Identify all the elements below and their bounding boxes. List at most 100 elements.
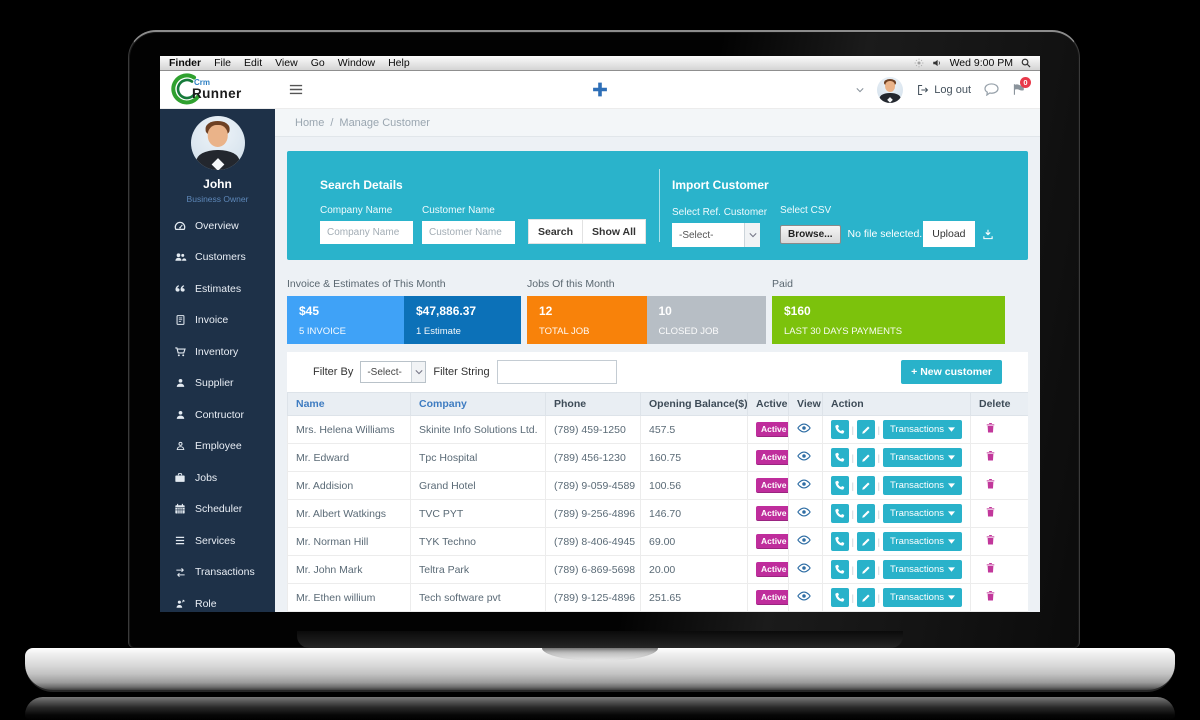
ref-customer-select[interactable]: -Select- (672, 223, 760, 247)
filter-string-input[interactable] (496, 360, 617, 384)
sidebar-item[interactable]: Employee (160, 431, 275, 463)
trash-icon[interactable] (985, 450, 996, 462)
transactions-button[interactable]: Transactions (882, 588, 962, 607)
cell-phone: (789) 9-059-4589 (545, 471, 641, 500)
menubar-item[interactable]: Finder (169, 57, 202, 69)
menubar-item[interactable]: Help (388, 57, 410, 69)
edit-button[interactable] (856, 560, 875, 579)
menubar-item[interactable]: File (214, 57, 232, 69)
sidebar-item[interactable]: Transactions (160, 557, 275, 589)
eye-icon[interactable] (797, 535, 811, 545)
role-icon (173, 598, 187, 610)
macos-menubar: Finder File Edit View Go Window Help Wed 9:00 … (160, 56, 1040, 71)
sidebar-item[interactable]: Inventory (160, 336, 275, 368)
notifications-flag-icon[interactable]: 0 (1012, 77, 1031, 96)
menubar-item[interactable]: Edit (244, 57, 263, 69)
menubar-item[interactable]: Go (310, 57, 325, 69)
ref-customer-label: Select Ref. Customer (672, 207, 768, 218)
transactions-button[interactable]: Transactions (882, 532, 962, 551)
cell-company: Skinite Info Solutions Ltd. (410, 415, 546, 444)
transactions-button[interactable]: Transactions (882, 504, 962, 523)
quick-add-icon[interactable] (592, 81, 609, 98)
company-name-input[interactable] (320, 221, 413, 244)
cell-balance: 160.75 (640, 443, 748, 472)
column-header[interactable]: Company (410, 392, 546, 416)
upload-button[interactable]: Upload (923, 221, 975, 247)
eye-icon[interactable] (797, 423, 811, 433)
trash-icon[interactable] (985, 562, 996, 574)
new-customer-button[interactable]: + New customer (901, 360, 1002, 384)
transactions-button[interactable]: Transactions (882, 476, 962, 495)
app-logo[interactable]: Crm Runner (160, 73, 275, 107)
call-button[interactable] (831, 504, 849, 523)
header-avatar[interactable] (877, 76, 904, 103)
sidebar-item[interactable]: Scheduler (160, 494, 275, 526)
filter-by-select[interactable]: -Select- (360, 361, 427, 383)
user-name: John (203, 177, 232, 191)
call-button[interactable] (831, 476, 849, 495)
show-all-button[interactable]: Show All (582, 219, 646, 244)
edit-button[interactable] (856, 588, 875, 607)
sidebar-item[interactable]: Contructor (160, 399, 275, 431)
transactions-button[interactable]: Transactions (882, 420, 962, 439)
no-file-text: No file selected. (847, 228, 923, 240)
eye-icon[interactable] (797, 479, 811, 489)
eye-icon[interactable] (797, 507, 811, 517)
cart-icon (173, 346, 187, 358)
table-row: Mr. Edward Tpc Hospital (789) 456-1230 1… (287, 443, 1028, 472)
column-header[interactable]: Opening Balance($) (640, 392, 748, 416)
quote-icon (173, 283, 187, 295)
trash-icon[interactable] (985, 590, 996, 602)
trash-icon[interactable] (985, 422, 996, 434)
sidebar-item[interactable]: Services (160, 525, 275, 557)
call-button[interactable] (831, 588, 849, 607)
edit-button[interactable] (856, 532, 875, 551)
column-header[interactable]: Action (822, 392, 971, 416)
spotlight-search-icon[interactable] (1021, 58, 1031, 68)
logout-button[interactable]: Log out (916, 84, 971, 96)
column-header[interactable]: Phone (545, 392, 641, 416)
trash-icon[interactable] (985, 478, 996, 490)
sidebar-item[interactable]: Role (160, 588, 275, 612)
eye-icon[interactable] (797, 563, 811, 573)
column-header[interactable]: Delete (970, 392, 1028, 416)
column-header[interactable]: View (788, 392, 823, 416)
breadcrumb-home[interactable]: Home (295, 116, 325, 129)
eye-icon[interactable] (797, 591, 811, 601)
sidebar-item[interactable]: Jobs (160, 462, 275, 494)
column-header[interactable]: Name (287, 392, 411, 416)
caret-down-icon (948, 567, 955, 572)
transactions-button[interactable]: Transactions (882, 448, 962, 467)
edit-button[interactable] (856, 420, 875, 439)
chat-icon[interactable] (984, 83, 999, 96)
stat-card-closed-job: 10 CLOSED JOB (646, 296, 766, 344)
edit-button[interactable] (856, 504, 875, 523)
sidebar-item[interactable]: Supplier (160, 368, 275, 400)
search-button[interactable]: Search (528, 219, 584, 244)
call-button[interactable] (831, 420, 849, 439)
customer-name-input[interactable] (422, 221, 515, 244)
company-name-label: Company Name (320, 205, 393, 216)
browse-button[interactable]: Browse... (780, 224, 841, 244)
hamburger-icon[interactable] (289, 84, 303, 95)
sidebar-item[interactable]: Estimates (160, 273, 275, 305)
trash-icon[interactable] (985, 534, 996, 546)
call-button[interactable] (831, 560, 849, 579)
eye-icon[interactable] (797, 451, 811, 461)
chevron-down-icon[interactable] (856, 87, 864, 93)
edit-button[interactable] (856, 448, 875, 467)
sidebar-item[interactable]: Customers (160, 242, 275, 274)
transactions-button[interactable]: Transactions (882, 560, 962, 579)
trash-icon[interactable] (985, 506, 996, 518)
menubar-item[interactable]: View (275, 57, 298, 69)
sidebar-nav: Overview Customers Estimates (160, 210, 275, 612)
app-header: Crm Runner Log out 0 (160, 71, 1040, 109)
edit-button[interactable] (856, 476, 875, 495)
call-button[interactable] (831, 448, 849, 467)
call-button[interactable] (831, 532, 849, 551)
sidebar-item[interactable]: Invoice (160, 305, 275, 337)
sidebar-item[interactable]: Overview (160, 210, 275, 242)
column-header[interactable]: Active (747, 392, 789, 416)
menubar-item[interactable]: Window (337, 57, 376, 69)
logo-text-top: Crm (194, 77, 211, 87)
